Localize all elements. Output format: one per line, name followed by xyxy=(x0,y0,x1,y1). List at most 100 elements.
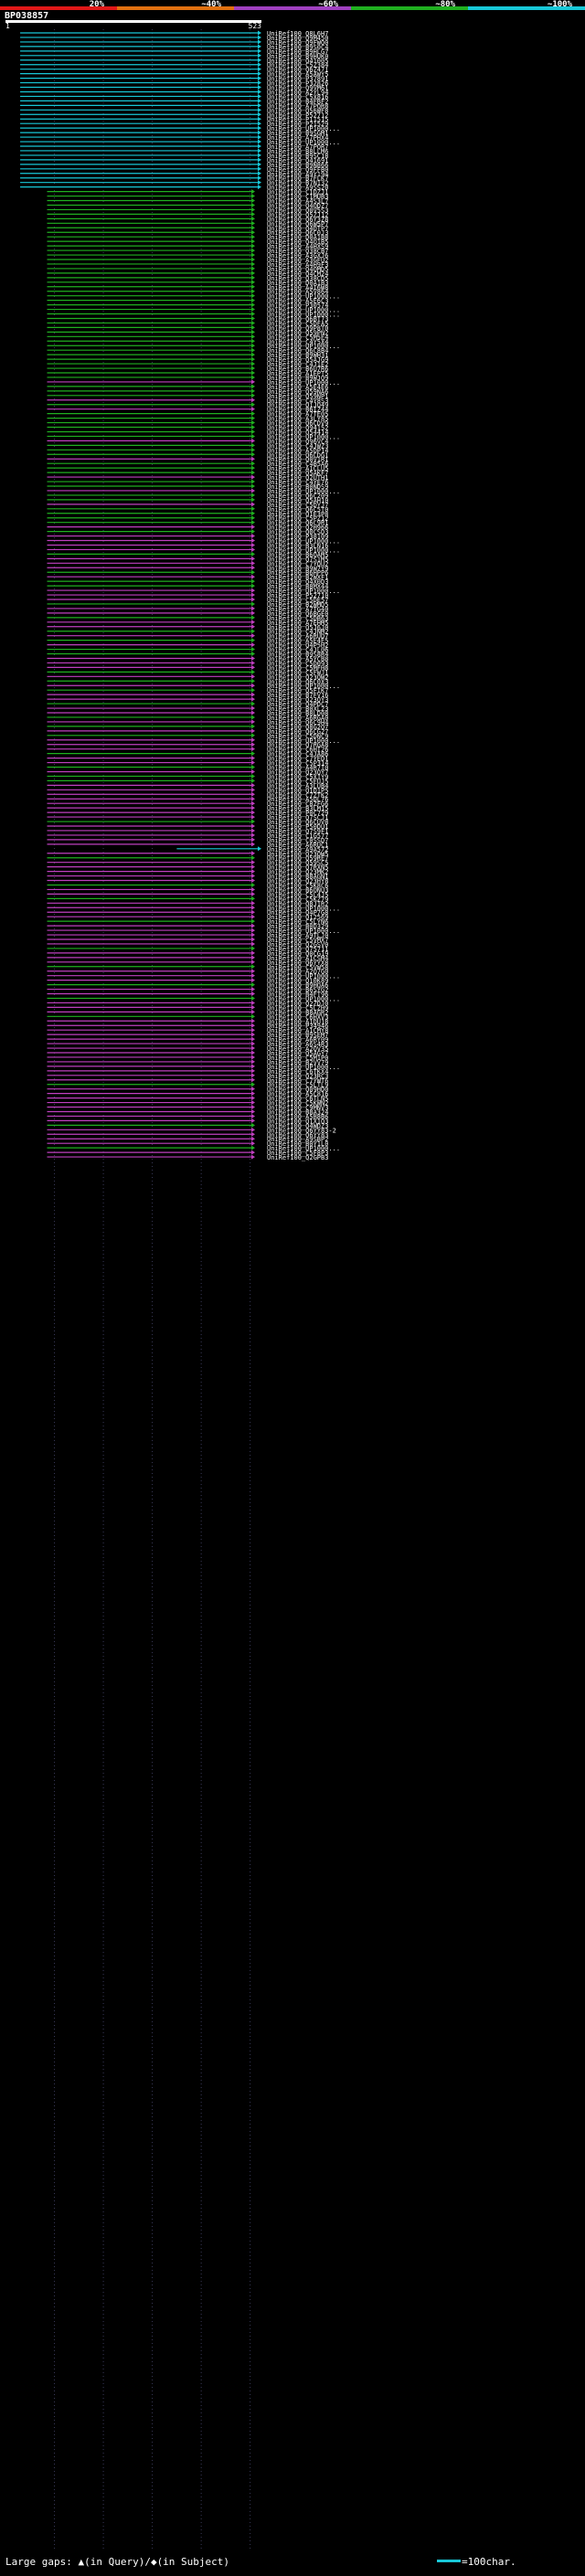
hit-label: UniRef100_Q6C0J3 xyxy=(267,229,328,237)
hit-label: UniRef100_C6TKX4 xyxy=(267,1068,328,1076)
hit-arrow xyxy=(258,98,261,103)
hit-arrow xyxy=(251,756,256,761)
hit-label: UniRef100_A4H9F3 xyxy=(267,261,328,269)
hit-arrow xyxy=(251,1087,256,1092)
hit-label: UniRef100_B9S0C4 xyxy=(267,44,328,51)
hit-label: UniRef100_C5M5E4 xyxy=(267,334,328,341)
hit-arrow xyxy=(251,710,256,716)
hit-arrow xyxy=(251,1150,256,1155)
hit-arrow xyxy=(251,669,256,674)
scale-segment xyxy=(0,6,117,10)
large-gaps-legend: Large gaps: ▲(in Query)/◆(in Subject) xyxy=(5,2556,230,2568)
hit-arrow xyxy=(251,751,256,757)
hit-arrow xyxy=(258,143,261,149)
hit-arrow xyxy=(251,1068,256,1074)
hit-arrow xyxy=(251,257,256,262)
hit-arrow xyxy=(258,102,261,108)
hit-label: UniRef100_B4FT96 xyxy=(267,991,328,999)
hit-arrow xyxy=(258,39,261,45)
hit-label: UniRef100_Q5AJG9 xyxy=(267,356,328,364)
hit-arrow xyxy=(251,425,256,430)
scale-label: ~100% xyxy=(548,0,573,9)
hit-arrow xyxy=(258,111,261,117)
hit-label: UniRef100_Q8J1R2 xyxy=(267,900,328,907)
hit-label: UniRef100_C5X1Y9 xyxy=(267,773,328,780)
hit-label: UniRef100_Q5AKF7 xyxy=(267,470,328,477)
hit-arrow xyxy=(251,932,256,938)
hit-arrow xyxy=(251,234,256,239)
hit-arrow xyxy=(258,35,261,40)
hit-arrow xyxy=(251,937,256,942)
hit-label: UniRef100_B3LM15 xyxy=(267,805,328,812)
hit-label: UniRef100_Q8L6H7 xyxy=(267,30,328,37)
scale-label: ~60% xyxy=(318,0,338,9)
hit-arrow xyxy=(251,918,256,924)
hit-label: UniRef100_C5F8P3 xyxy=(267,1150,328,1157)
ruler-end: 523 xyxy=(249,22,262,30)
hit-label: UniRef100_UP1000... xyxy=(267,995,340,1002)
hit-label: UniRef100_Q38CB7 xyxy=(267,248,328,255)
hit-label: UniRef100_Q6BGE0 xyxy=(267,610,328,618)
hit-arrow xyxy=(251,375,256,380)
hit-arrow xyxy=(251,280,256,285)
hit-arrow xyxy=(251,438,256,443)
hit-label: UniRef100_A5E6C3 xyxy=(267,298,328,305)
hit-label: UniRef100_P32826 xyxy=(267,80,328,88)
hit-label: UniRef100_P0C729 xyxy=(267,810,328,817)
hit-arrow xyxy=(251,470,256,475)
hit-arrow xyxy=(258,134,261,140)
hit-arrow xyxy=(251,289,256,294)
hit-label: UniRef100_B6U7R6 xyxy=(267,366,328,373)
hit-label: UniRef100_A7TE05 xyxy=(267,411,328,419)
hit-label: UniRef100_B2VV79 xyxy=(267,1059,328,1066)
hit-arrow xyxy=(251,1055,256,1060)
hit-arrow xyxy=(258,76,261,81)
hit-arrow xyxy=(251,973,256,979)
hit-label: UniRef100_Q6BT73 xyxy=(267,315,328,323)
hit-arrow xyxy=(251,652,256,657)
hit-label: UniRef100_A1CLU5 xyxy=(267,465,328,472)
hit-label: UniRef100_UP1000... xyxy=(267,928,340,935)
hit-arrow xyxy=(258,48,261,54)
hit-label: UniRef100_Q2H966 xyxy=(267,525,328,532)
hit-arrow xyxy=(251,629,256,634)
hit-label: UniRef100_C8ZFG6 xyxy=(267,800,328,808)
hit-arrow xyxy=(251,696,256,702)
hit-label: UniRef100_Q4X0D3 xyxy=(267,578,328,586)
hit-arrow xyxy=(251,810,256,815)
hit-label: UniRef100_UP1000... xyxy=(267,538,340,546)
hit-label: UniRef100_C6HXV3 xyxy=(267,1013,328,1021)
hit-arrow xyxy=(251,1100,256,1106)
hit-label: UniRef100_C5DB63 xyxy=(267,615,328,622)
hit-label: UniRef100_A1EPT5 xyxy=(267,370,328,377)
hit-label: UniRef100_A6RUD7 xyxy=(267,633,328,641)
hit-arrow xyxy=(251,701,256,706)
hit-label: UniRef100_C5M1P0 xyxy=(267,1055,328,1062)
hit-label: UniRef100_C5KZ79 xyxy=(267,896,328,903)
hit-arrow xyxy=(251,1113,256,1118)
hit-label: UniRef100_Q10K89 xyxy=(267,978,328,985)
hit-arrow xyxy=(251,461,256,466)
hit-label: UniRef100_P38109 xyxy=(267,534,328,541)
hit-arrow xyxy=(258,53,261,58)
hit-arrow xyxy=(251,874,256,879)
hit-label: UniRef100_C5K8C6 xyxy=(267,882,328,889)
hit-arrow xyxy=(251,229,256,235)
hit-arrow xyxy=(251,429,256,434)
hit-arrow xyxy=(251,760,256,766)
scale-segment xyxy=(351,6,468,10)
hit-label: UniRef100_Q6W5P7 xyxy=(267,220,328,228)
hit-label: UniRef100_B8MX44 xyxy=(267,583,328,590)
hit-label: UniRef100_A5B8B6 xyxy=(267,1113,328,1120)
hit-arrow xyxy=(258,107,261,112)
hit-arrow xyxy=(251,451,256,457)
hit-label: UniRef100_B3LN16 xyxy=(267,542,328,549)
ruler-start: 1 xyxy=(5,22,10,30)
hit-arrow xyxy=(251,542,256,547)
hit-arrow xyxy=(251,447,256,452)
hit-arrow xyxy=(251,597,256,602)
hit-arrow xyxy=(251,343,256,348)
hit-label: UniRef100_C0SSD7 xyxy=(267,837,328,844)
hit-arrow xyxy=(251,433,256,439)
hit-arrow xyxy=(251,207,256,212)
